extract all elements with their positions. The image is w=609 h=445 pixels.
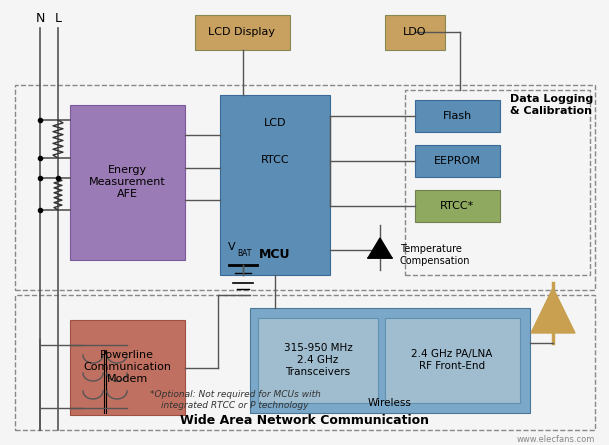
Text: LDO: LDO [403, 27, 427, 37]
Bar [195, 15, 290, 50]
Text: N: N [35, 12, 44, 24]
Text: Flash: Flash [442, 111, 471, 121]
Text: RTCC: RTCC [261, 155, 289, 165]
Bar [15, 295, 595, 430]
Text: *Optional: Not required for MCUs with
integrated RTCC or P technology: *Optional: Not required for MCUs with in… [150, 390, 320, 410]
Text: Wide Area Network Communication: Wide Area Network Communication [180, 413, 429, 426]
Text: LCD Display: LCD Display [208, 27, 275, 37]
Text: V: V [228, 242, 236, 252]
Text: www.elecfans.com: www.elecfans.com [516, 436, 595, 445]
Text: Wireless: Wireless [368, 398, 412, 408]
Bar [220, 95, 330, 275]
Text: Energy
Measurement
AFE: Energy Measurement AFE [89, 166, 166, 198]
Text: Temperature
Compensation: Temperature Compensation [400, 244, 471, 266]
Bar [415, 145, 500, 177]
Bar [405, 90, 590, 275]
Text: Powerline
Communication
Modem: Powerline Communication Modem [83, 350, 171, 384]
Bar [385, 15, 445, 50]
Text: Data Logging
& Calibration: Data Logging & Calibration [510, 94, 593, 116]
Text: L: L [54, 12, 62, 24]
Text: EEPROM: EEPROM [434, 156, 481, 166]
Bar [250, 308, 530, 413]
Polygon shape [531, 288, 575, 333]
Text: 315-950 MHz
2.4 GHz
Transceivers: 315-950 MHz 2.4 GHz Transceivers [284, 344, 353, 376]
Bar [70, 320, 185, 415]
Bar [415, 190, 500, 222]
Text: BAT: BAT [237, 248, 252, 258]
Polygon shape [368, 238, 392, 258]
Bar [258, 318, 378, 403]
Text: 2.4 GHz PA/LNA
RF Front-End: 2.4 GHz PA/LNA RF Front-End [411, 349, 493, 371]
Bar [415, 100, 500, 132]
Text: RTCC*: RTCC* [440, 201, 474, 211]
Text: MCU: MCU [259, 248, 290, 262]
Text: LCD: LCD [264, 118, 286, 128]
Bar [385, 318, 520, 403]
Bar [70, 105, 185, 260]
Bar [15, 85, 595, 290]
